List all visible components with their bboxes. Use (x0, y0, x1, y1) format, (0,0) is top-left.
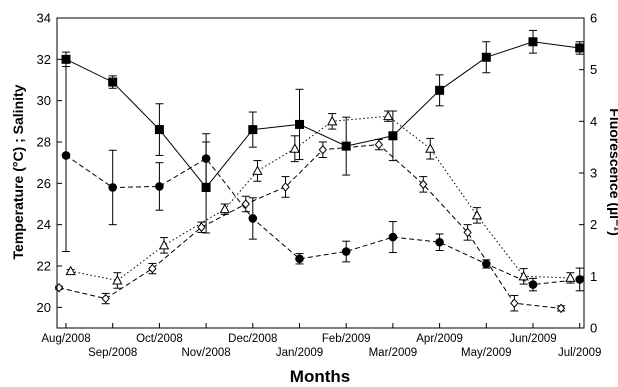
data-point-diamond (510, 298, 519, 308)
data-point-circle (388, 232, 398, 242)
x-tick-label: Feb/2009 (322, 333, 371, 345)
y-left-tick-label: 34 (37, 11, 51, 26)
series-line (65, 154, 580, 286)
x-tick-label: Apr/2009 (416, 333, 463, 345)
data-point-square (575, 43, 585, 53)
data-point-triangle (65, 265, 76, 276)
data-point-triangle (219, 203, 230, 214)
y-left-tick-label: 32 (37, 52, 51, 67)
x-tick-label: Jan/2009 (276, 347, 323, 359)
x-tick-label: Oct/2008 (136, 333, 183, 345)
y-right-tick-label: 4 (590, 114, 597, 129)
data-point-circle (108, 183, 117, 192)
x-axis-label: Months (290, 367, 350, 386)
data-point-triangle (383, 110, 394, 121)
y-left-tick-label: 24 (37, 217, 51, 232)
data-point-diamond (463, 227, 472, 238)
y-right-tick-label: 0 (590, 321, 597, 336)
y-right-tick-label: 6 (590, 11, 597, 26)
data-point-diamond (241, 199, 250, 209)
data-point-circle (482, 259, 491, 269)
data-point-diamond (318, 144, 328, 155)
data-point-triangle (471, 209, 483, 220)
data-point-square (481, 52, 491, 62)
data-point-square (388, 131, 398, 141)
series-line (65, 41, 580, 189)
y-left-tick-label: 26 (37, 176, 51, 191)
y-left-tick-label: 30 (37, 93, 51, 108)
data-point-diamond (419, 179, 428, 190)
y-right-tick-label: 5 (590, 62, 597, 77)
y-axis-label-right: Fluorescence (µl⁻¹) (607, 108, 618, 235)
data-point-circle (248, 214, 258, 223)
data-point-triangle (565, 272, 576, 282)
data-point-circle (201, 154, 211, 163)
data-point-square (201, 182, 211, 192)
x-tick-label: Mar/2009 (369, 347, 418, 359)
data-point-diamond (101, 293, 110, 304)
y-right-tick-label: 2 (590, 217, 597, 232)
data-point-circle (155, 182, 164, 191)
data-point-diamond (197, 222, 206, 233)
data-point-square (435, 85, 445, 95)
data-point-triangle (289, 143, 300, 153)
y-right-tick-label: 3 (590, 166, 597, 181)
data-point-diamond (148, 263, 157, 274)
data-point-square (295, 119, 304, 129)
data-point-square (154, 125, 164, 135)
data-point-square (248, 125, 258, 135)
y-left-tick-label: 20 (37, 300, 51, 315)
data-point-circle (61, 151, 71, 160)
x-tick-label: May/2009 (461, 347, 512, 359)
data-point-triangle (158, 239, 170, 250)
data-point-square (528, 37, 538, 47)
data-point-diamond (374, 139, 384, 150)
series-line (58, 144, 562, 309)
data-point-square (108, 77, 118, 87)
data-point-circle (341, 247, 351, 256)
data-point-triangle (518, 270, 529, 281)
data-point-triangle (252, 165, 263, 175)
data-point-square (341, 141, 351, 151)
data-point-triangle (112, 274, 123, 285)
series-layer (54, 29, 585, 314)
y-left-tick-label: 28 (37, 135, 51, 150)
y-axis-label-left: Temperature (°C) ; Salinity (10, 84, 26, 259)
x-tick-label: Nov/2008 (181, 347, 230, 359)
x-tick-label: Jun/2009 (509, 333, 556, 345)
data-point-triangle (327, 115, 338, 126)
data-point-circle (295, 254, 304, 264)
data-point-circle (528, 280, 538, 289)
y-right-tick-label: 1 (590, 269, 597, 284)
x-tick-label: Dec/2008 (228, 333, 277, 345)
axis-layer: 20222426283032340123456Aug/2008Sep/2008O… (37, 11, 602, 360)
x-tick-label: Aug/2008 (41, 333, 90, 345)
data-point-diamond (556, 303, 566, 314)
series-diamond-open (54, 138, 566, 314)
series-line (70, 115, 571, 282)
x-tick-label: Sep/2008 (88, 347, 137, 359)
data-point-diamond (281, 182, 290, 192)
series-triangle-open (65, 110, 576, 289)
data-point-triangle (425, 143, 436, 153)
data-point-circle (575, 275, 584, 284)
y-left-tick-label: 22 (37, 259, 51, 274)
data-point-circle (435, 237, 444, 247)
x-tick-label: Jul/2009 (558, 347, 601, 359)
